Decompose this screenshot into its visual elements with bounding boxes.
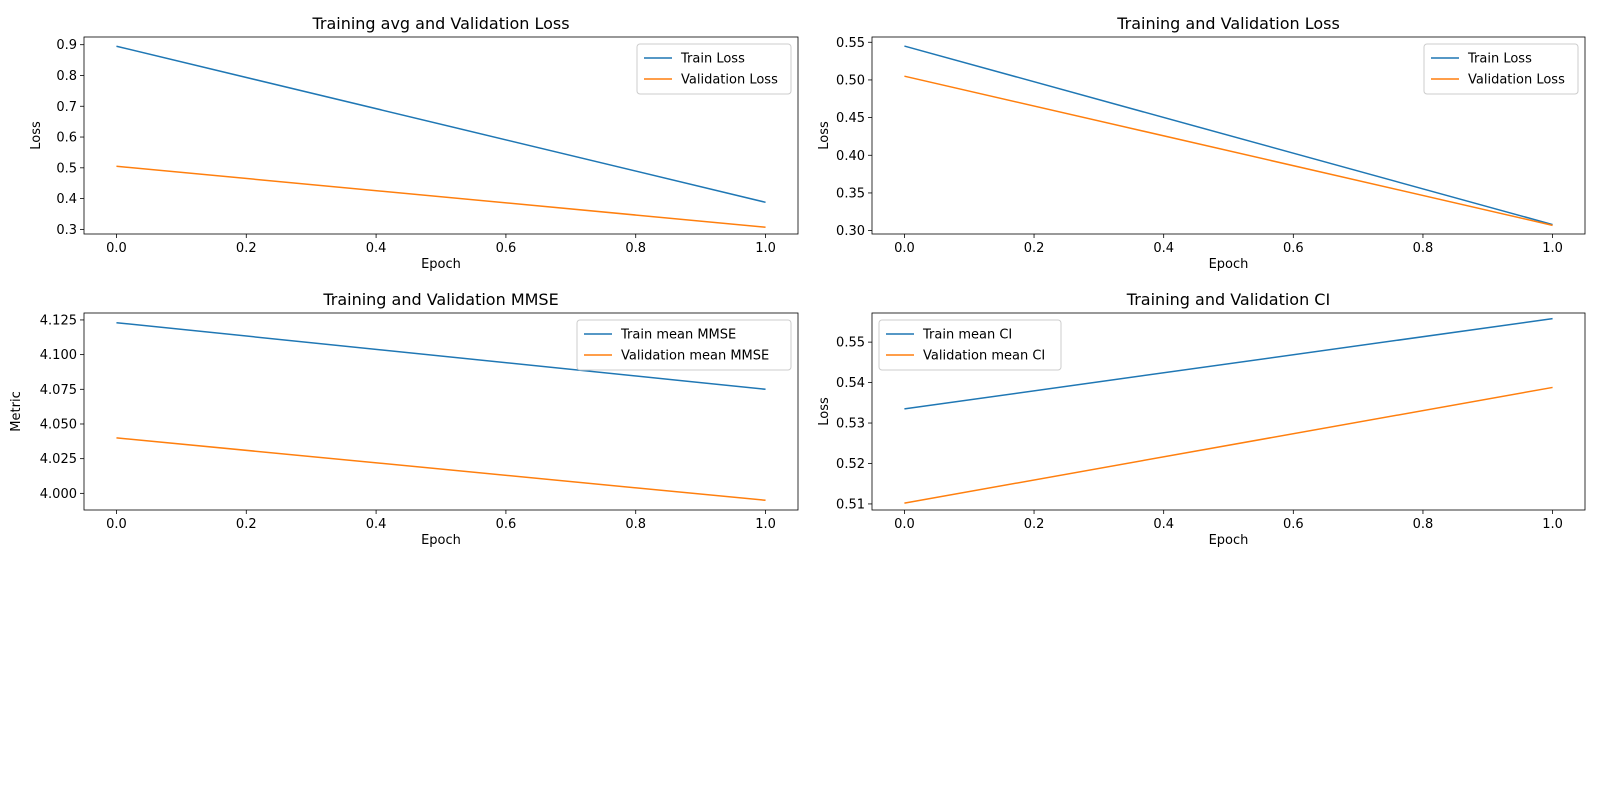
y-axis-label: Loss bbox=[29, 121, 44, 150]
x-tick-label: 0.4 bbox=[366, 241, 387, 256]
y-tick-label: 0.8 bbox=[56, 69, 77, 84]
x-tick-label: 0.6 bbox=[496, 517, 517, 532]
y-tick-label: 0.50 bbox=[836, 73, 865, 88]
legend-label: Train Loss bbox=[680, 52, 745, 67]
x-tick-label: 0.6 bbox=[1283, 241, 1304, 256]
y-tick-label: 0.9 bbox=[56, 38, 77, 53]
y-axis-label: Loss bbox=[817, 397, 832, 426]
legend-label: Train Loss bbox=[1467, 52, 1532, 67]
series-line-1 bbox=[904, 45, 1553, 226]
legend-box bbox=[878, 319, 1062, 371]
x-tick-label: 0.0 bbox=[106, 517, 127, 532]
x-tick-label: 0.0 bbox=[894, 241, 915, 256]
y-tick-label: 4.050 bbox=[40, 417, 77, 432]
series-line-2 bbox=[116, 165, 766, 228]
legend-box bbox=[1423, 43, 1579, 95]
legend-box bbox=[576, 319, 792, 371]
y-tick-label: 0.30 bbox=[836, 224, 865, 239]
y-tick-label: 0.55 bbox=[836, 36, 865, 51]
axes-frame bbox=[83, 312, 799, 511]
chart-2: Training and Validation Loss Epoch Loss 0.0… bbox=[817, 14, 1586, 272]
x-tick-label: 1.0 bbox=[1542, 241, 1563, 256]
x-tick-label: 0.2 bbox=[1024, 241, 1045, 256]
y-axis-label: Metric bbox=[9, 391, 24, 431]
y-tick-label: 0.54 bbox=[836, 376, 865, 391]
axes-frame bbox=[83, 36, 799, 235]
series-line-1 bbox=[904, 317, 1553, 410]
y-tick-label: 0.51 bbox=[836, 497, 865, 512]
x-tick-label: 0.4 bbox=[1153, 517, 1174, 532]
x-tick-label: 0.6 bbox=[1283, 517, 1304, 532]
legend: Train mean CI Validation mean CI bbox=[878, 319, 1062, 371]
series-line-2 bbox=[904, 75, 1553, 227]
legend: Train Loss Validation Loss bbox=[636, 43, 792, 95]
x-tick-label: 0.2 bbox=[236, 517, 257, 532]
x-axis-label: Epoch bbox=[421, 257, 461, 272]
y-tick-label: 0.5 bbox=[56, 161, 77, 176]
x-tick-label: 0.8 bbox=[625, 517, 646, 532]
x-tick-label: 0.8 bbox=[1413, 517, 1434, 532]
y-tick-label: 0.6 bbox=[56, 131, 77, 146]
chart-1: Training avg and Validation Loss Epoch Los… bbox=[29, 14, 799, 272]
chart-3: Training and Validation MMSE Epoch Metric 0… bbox=[9, 290, 799, 548]
chart-title: Training and Validation Loss bbox=[1116, 14, 1340, 33]
x-tick-label: 0.4 bbox=[366, 517, 387, 532]
y-tick-label: 0.7 bbox=[56, 100, 77, 115]
y-tick-label: 4.075 bbox=[40, 383, 77, 398]
legend-label: Validation mean MMSE bbox=[621, 349, 769, 364]
chart-title: Training and Validation MMSE bbox=[322, 290, 558, 309]
x-tick-label: 0.0 bbox=[106, 241, 127, 256]
y-tick-label: 4.025 bbox=[40, 452, 77, 467]
x-axis-label: Epoch bbox=[1209, 533, 1249, 548]
axes-frame bbox=[871, 36, 1586, 235]
x-tick-label: 1.0 bbox=[755, 241, 776, 256]
legend-label: Validation mean CI bbox=[923, 349, 1045, 364]
y-tick-label: 0.53 bbox=[836, 417, 865, 432]
x-tick-label: 0.8 bbox=[1413, 241, 1434, 256]
axes-frame bbox=[871, 312, 1586, 511]
x-axis-label: Epoch bbox=[1209, 257, 1249, 272]
legend-label: Validation Loss bbox=[1468, 73, 1565, 88]
series-line-2 bbox=[116, 437, 766, 502]
y-tick-label: 0.3 bbox=[56, 223, 77, 238]
x-tick-label: 1.0 bbox=[1542, 517, 1563, 532]
x-tick-label: 0.8 bbox=[625, 241, 646, 256]
x-tick-label: 0.0 bbox=[894, 517, 915, 532]
chart-title: Training and Validation CI bbox=[1126, 290, 1330, 309]
legend: Train Loss Validation Loss bbox=[1423, 43, 1579, 95]
y-tick-label: 0.4 bbox=[56, 192, 77, 207]
y-axis-label: Loss bbox=[817, 121, 832, 150]
x-tick-label: 0.2 bbox=[236, 241, 257, 256]
legend: Train mean MMSE Validation mean MMSE bbox=[576, 319, 792, 371]
y-tick-label: 0.40 bbox=[836, 149, 865, 164]
chart-title: Training avg and Validation Loss bbox=[311, 14, 569, 33]
y-tick-label: 4.000 bbox=[40, 487, 77, 502]
x-axis-label: Epoch bbox=[421, 533, 461, 548]
x-tick-label: 0.2 bbox=[1024, 517, 1045, 532]
legend-label: Validation Loss bbox=[681, 73, 778, 88]
y-tick-label: 0.55 bbox=[836, 336, 865, 351]
x-tick-label: 1.0 bbox=[755, 517, 776, 532]
chart-4: Training and Validation CI Epoch Loss 0.0 0.… bbox=[817, 290, 1586, 548]
x-tick-label: 0.6 bbox=[496, 241, 517, 256]
y-tick-label: 4.125 bbox=[40, 313, 77, 328]
series-line-1 bbox=[116, 321, 766, 391]
legend-label: Train mean MMSE bbox=[620, 328, 736, 343]
legend-box bbox=[636, 43, 792, 95]
x-tick-label: 0.4 bbox=[1153, 241, 1174, 256]
y-tick-label: 0.45 bbox=[836, 111, 865, 126]
y-tick-label: 0.35 bbox=[836, 186, 865, 201]
y-tick-label: 0.52 bbox=[836, 457, 865, 472]
series-line-1 bbox=[116, 45, 766, 204]
y-tick-label: 4.100 bbox=[40, 348, 77, 363]
series-line-2 bbox=[904, 386, 1553, 504]
legend-label: Train mean CI bbox=[922, 328, 1012, 343]
